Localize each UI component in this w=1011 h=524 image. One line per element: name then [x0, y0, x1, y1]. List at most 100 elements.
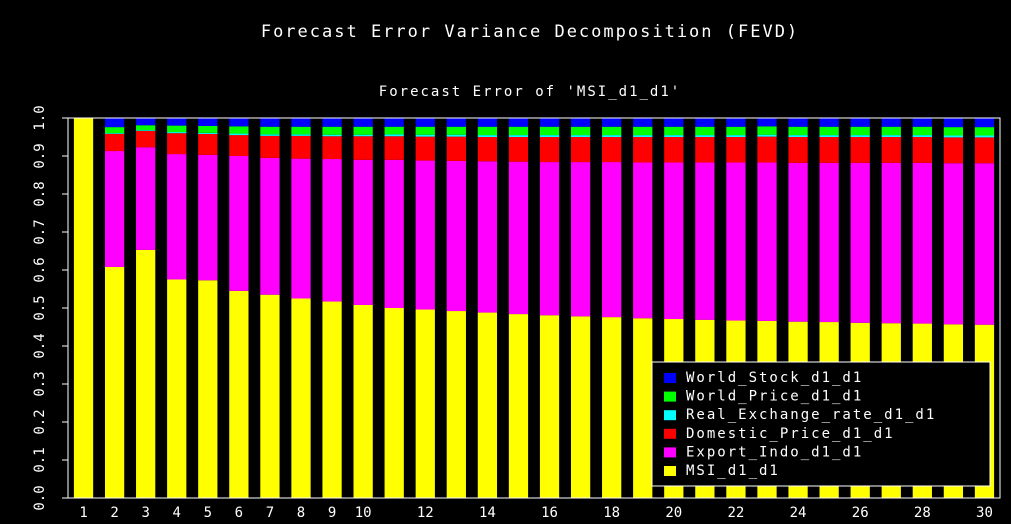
bar-segment	[198, 133, 218, 155]
y-tick-label: 0.8	[32, 181, 48, 206]
legend-label: World_Stock_d1_d1	[686, 370, 863, 386]
bar-segment	[136, 147, 156, 250]
bar-segment	[322, 136, 342, 160]
bar-segment	[198, 132, 218, 134]
chart-title: Forecast Error Variance Decomposition (F…	[261, 22, 799, 42]
bar-segment	[757, 162, 777, 321]
bar-segment	[570, 162, 591, 317]
bar-segment	[664, 162, 684, 320]
bar-segment	[73, 118, 94, 498]
bar-segment	[322, 301, 342, 498]
bar-segment	[477, 118, 498, 127]
bar-segment	[136, 130, 156, 148]
bar-segment	[570, 118, 591, 127]
bar-segment	[881, 135, 901, 137]
bar-segment	[167, 154, 187, 280]
bar-segment	[104, 118, 125, 128]
bar-segment	[415, 118, 435, 127]
legend-swatch	[664, 447, 676, 458]
x-tick-label: 16	[541, 505, 558, 521]
bar-segment	[104, 127, 125, 134]
x-tick-label: 24	[790, 505, 807, 521]
bar-segment	[167, 132, 187, 134]
bar-segment	[943, 135, 964, 138]
bar-segment	[602, 135, 622, 137]
bar-segment	[788, 135, 808, 137]
bar-segment	[167, 279, 187, 498]
bar-segment	[788, 118, 808, 127]
bar-segment	[260, 134, 280, 136]
bar-segment	[229, 126, 249, 134]
bar-segment	[912, 137, 932, 163]
legend-label: World_Price_d1_d1	[686, 389, 863, 405]
bar-segment	[726, 126, 746, 136]
bar-segment	[664, 126, 684, 136]
chart-subtitle: Forecast Error of 'MSI_d1_d1'	[379, 84, 681, 100]
bar-segment	[695, 118, 715, 127]
bar-segment	[446, 134, 466, 137]
bar-segment	[850, 135, 870, 137]
bar-segment	[881, 162, 901, 324]
bar-segment	[353, 159, 373, 305]
x-tick-label: 26	[852, 505, 869, 521]
bar-segment	[198, 118, 218, 126]
bar-segment	[633, 118, 653, 127]
bar-segment	[788, 137, 808, 163]
x-tick-label: 14	[479, 505, 496, 521]
bar-segment	[788, 126, 808, 136]
bar-segment	[384, 126, 404, 135]
bar-segment	[539, 137, 560, 163]
bar-segment	[384, 136, 404, 160]
bar-segment	[322, 134, 342, 137]
bar-segment	[384, 308, 404, 498]
bar-segment	[104, 133, 125, 134]
x-tick-label: 7	[266, 505, 274, 521]
bar-segment	[602, 118, 622, 127]
x-tick-label: 12	[417, 505, 434, 521]
bar-segment	[446, 136, 466, 161]
x-tick-label: 20	[665, 505, 682, 521]
bar-segment	[508, 137, 529, 162]
bar-segment	[260, 118, 280, 127]
legend-label: Domestic_Price_d1_d1	[686, 426, 895, 442]
bar-segment	[198, 125, 218, 133]
bar-segment	[819, 162, 839, 323]
bar-segment	[477, 135, 498, 137]
bar-segment	[602, 126, 622, 136]
bar-segment	[664, 118, 684, 127]
bar-segment	[912, 135, 932, 137]
bar-segment	[291, 158, 311, 299]
bar-segment	[881, 126, 901, 136]
bar-segment	[229, 133, 249, 136]
bar-segment	[974, 118, 995, 128]
legend-swatch	[664, 410, 676, 421]
bar-segment	[726, 137, 746, 163]
bar-segment	[446, 118, 466, 127]
x-tick-label: 6	[235, 505, 243, 521]
bar-segment	[943, 118, 964, 128]
legend-swatch	[664, 373, 676, 383]
x-tick-label: 22	[728, 505, 745, 521]
bar-segment	[695, 137, 715, 163]
bar-segment	[850, 162, 870, 323]
bar-segment	[912, 162, 932, 324]
bar-segment	[633, 135, 653, 137]
bar-segment	[788, 162, 808, 322]
bar-segment	[508, 118, 529, 127]
bar-segment	[353, 118, 373, 127]
bar-segment	[477, 161, 498, 313]
bar-segment	[943, 163, 964, 325]
bar-segment	[602, 137, 622, 163]
bar-segment	[415, 136, 435, 161]
bar-segment	[912, 126, 932, 136]
y-tick-label: 0.4	[32, 333, 48, 358]
bar-segment	[260, 126, 280, 135]
legend-swatch	[664, 428, 676, 439]
bar-segment	[539, 135, 560, 137]
bar-segment	[229, 118, 249, 127]
bar-segment	[974, 137, 995, 164]
bar-segment	[974, 163, 995, 325]
bar-segment	[726, 162, 746, 321]
bar-segment	[291, 134, 311, 136]
bar-segment	[539, 118, 560, 127]
